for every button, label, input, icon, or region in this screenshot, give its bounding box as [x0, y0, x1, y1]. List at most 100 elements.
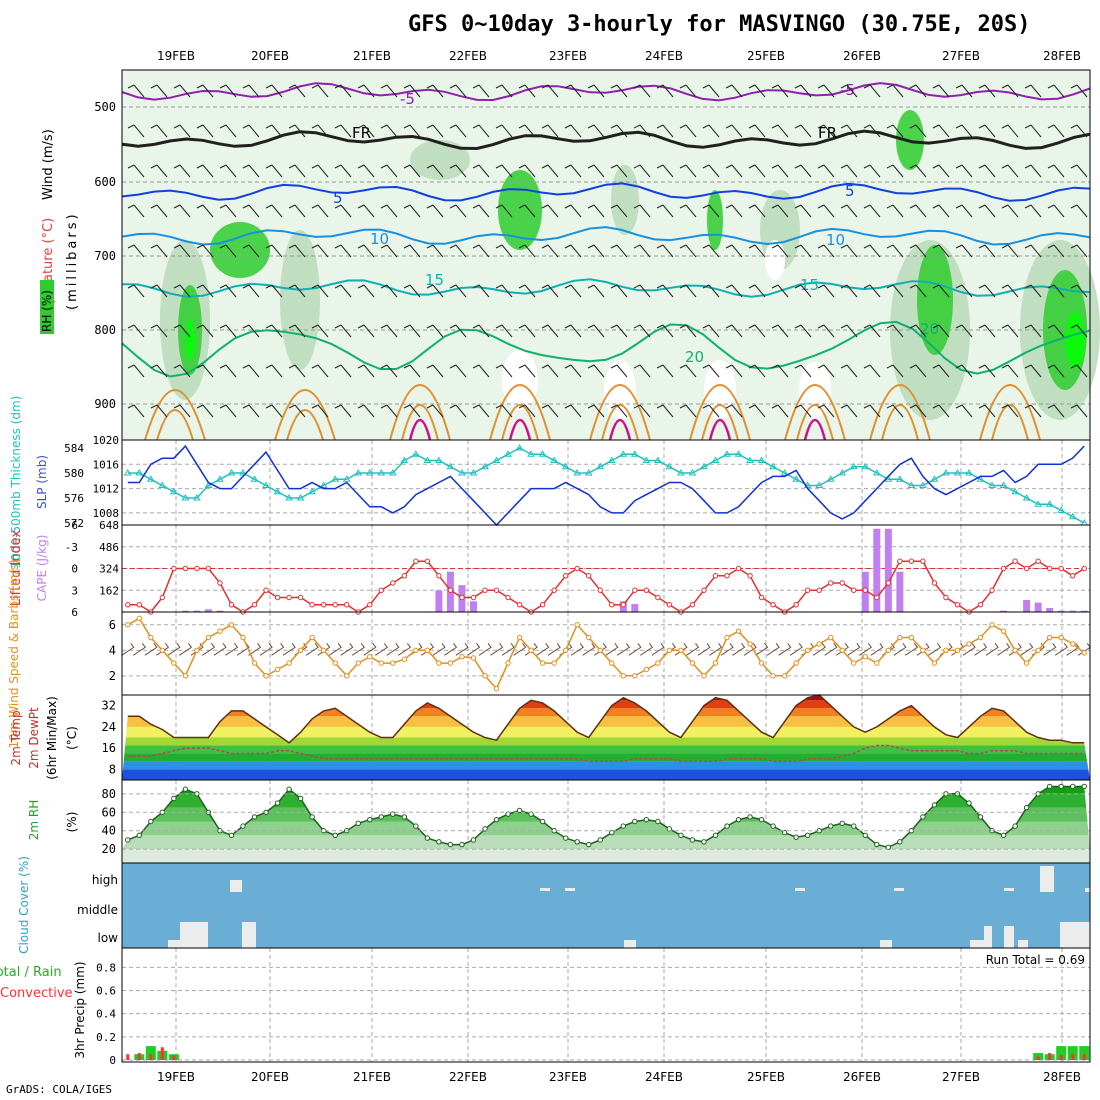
surface-wind-barb	[1008, 643, 1022, 656]
wind-barb	[1001, 364, 1019, 378]
level-tick-label: 600	[94, 175, 116, 189]
wind-barb	[1047, 204, 1065, 218]
lifted-index-series-point	[413, 558, 419, 564]
wind-barb	[311, 284, 329, 298]
ylabel-precip: 3hr Precip (mm)	[73, 961, 87, 1058]
cape-bar	[896, 571, 904, 612]
wind-speed-series-point	[574, 622, 580, 628]
wind-barb	[955, 324, 973, 338]
wind-barb	[978, 84, 996, 98]
wind-speed-series-point	[367, 653, 373, 660]
wind-speed-series-point	[1058, 634, 1064, 641]
wind-barb	[909, 284, 927, 298]
top-day-label: 28FEB	[1043, 49, 1081, 63]
thickness-series-point	[377, 469, 386, 476]
rh-series-point	[862, 832, 868, 839]
wind-barb	[472, 284, 490, 298]
wind-barb	[932, 164, 950, 178]
lifted-index-series-point	[367, 602, 373, 608]
surface-wind-barb	[1054, 643, 1068, 656]
wind-speed-series-point	[228, 622, 235, 628]
wind-barb	[495, 124, 513, 138]
wind-speed-series-point	[701, 673, 707, 679]
thickness-series-point	[411, 450, 420, 457]
contour-label: 10	[826, 231, 845, 249]
cloud-patch	[1004, 926, 1014, 948]
temp-band	[122, 745, 1090, 754]
wind-barb	[219, 324, 237, 338]
wind-speed-series-point	[678, 647, 684, 654]
wind-barb	[1070, 284, 1088, 298]
wind-barb	[1070, 324, 1088, 338]
level-tick-label: 900	[94, 397, 116, 411]
wind-barb	[1001, 244, 1019, 258]
wind-barb	[909, 84, 927, 98]
cape-bar	[631, 603, 639, 612]
rh-series-point	[574, 839, 580, 845]
cape-tick: 648	[99, 519, 119, 532]
wind-speed-series-point	[470, 655, 477, 661]
wind-barb	[955, 244, 973, 258]
cloud-patch	[242, 922, 256, 948]
cloud-patch	[540, 888, 550, 891]
thickness-series-point	[250, 475, 259, 482]
wind-barb	[886, 324, 904, 338]
temp-band	[122, 769, 1090, 780]
surface-wind-barb	[593, 643, 607, 656]
wind-barb	[564, 84, 582, 98]
wind-barb	[288, 204, 306, 218]
surface-wind-barb	[513, 643, 527, 656]
thickness-series-point	[561, 462, 570, 470]
wind-speed-series-point	[401, 656, 408, 662]
thickness-series-point	[665, 462, 674, 470]
wind-barb	[288, 124, 306, 138]
top-day-label: 21FEB	[353, 49, 391, 63]
wind-barb	[357, 404, 375, 418]
wind-barb	[656, 124, 674, 138]
wind-barb	[357, 124, 375, 138]
wind-barb	[656, 244, 674, 258]
wind-barb	[495, 204, 513, 218]
surface-wind-barb	[743, 643, 757, 656]
wind-speed-series-point	[747, 641, 753, 647]
lifted-index-series-point	[274, 594, 281, 601]
wind-barb	[725, 404, 743, 418]
wind-barb	[518, 284, 536, 298]
wind-barb	[472, 84, 490, 98]
wind-barb	[725, 244, 743, 258]
surface-wind-barb	[490, 643, 504, 656]
rh-series-point	[758, 816, 765, 823]
wind-barb	[817, 284, 835, 298]
wind-speed-series-point	[931, 660, 938, 666]
upper-ylabel-mb: (millibars)	[65, 211, 80, 310]
precip-total-bar	[145, 1046, 156, 1060]
lifted-index-series-point	[251, 602, 258, 608]
warm-contour	[401, 404, 439, 441]
wind-barb	[127, 124, 145, 138]
thickness-series-point	[653, 456, 662, 463]
rh-void	[604, 360, 636, 420]
thickness-series-point	[895, 475, 904, 482]
lifted-index-series-point	[1081, 565, 1087, 572]
cloud-patch	[565, 888, 575, 891]
surface-wind-barb	[870, 643, 884, 656]
rh-series-point	[251, 814, 258, 820]
surface-wind-barb	[835, 643, 849, 656]
precip-conv-bar	[1082, 1054, 1086, 1060]
wind-barb	[380, 324, 398, 338]
temp-band	[122, 737, 1090, 746]
wind-barb	[426, 364, 444, 378]
wind-barb	[1070, 164, 1088, 178]
rh-band	[122, 821, 1090, 836]
ylabel-minmax-g: (6hr Min/Max)	[45, 696, 59, 780]
wind-speed-series-point	[355, 660, 361, 666]
wind-barb	[610, 124, 628, 138]
temp-bands	[122, 695, 1090, 780]
surface-wind-barb	[732, 643, 746, 656]
lifted-index-series-point	[758, 594, 765, 601]
wind-barb	[610, 284, 628, 298]
cloud-patch	[1018, 940, 1028, 948]
wind-barb	[840, 364, 858, 378]
wind-speed-series-point	[251, 660, 258, 666]
wind-speed-series-point	[758, 660, 765, 666]
